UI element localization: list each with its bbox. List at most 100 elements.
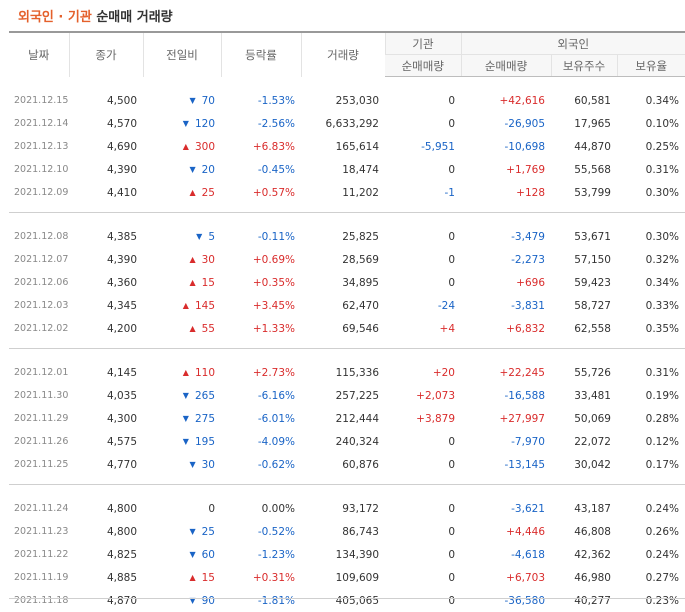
cell-change-value: 30: [202, 459, 215, 471]
cell-change: ▲ 30: [143, 248, 221, 271]
cell-foreign-hold: 58,727: [551, 294, 617, 317]
cell-volume: 109,609: [301, 566, 385, 589]
cell-foreign-hold: 44,870: [551, 135, 617, 158]
cell-close: 4,360: [69, 271, 143, 294]
down-arrow-icon: ▼: [183, 119, 189, 128]
cell-close: 4,345: [69, 294, 143, 317]
cell-change-value: 20: [202, 164, 215, 176]
cell-inst-net: +20: [385, 361, 461, 384]
cell-change-value: 0: [208, 503, 215, 515]
cell-rate: +6.83%: [221, 135, 301, 158]
cell-close: 4,035: [69, 384, 143, 407]
header-rate: 등락률: [221, 32, 301, 77]
cell-change: ▲15: [143, 566, 221, 589]
cell-change-value: 15: [202, 277, 215, 289]
group-gap: [9, 77, 685, 90]
down-arrow-icon: ▼: [189, 96, 195, 105]
cell-foreign-hold: 30,042: [551, 453, 617, 476]
cell-inst-net: 0: [385, 497, 461, 520]
cell-volume: 69,546: [301, 317, 385, 340]
cell-date: 2021.12.10: [9, 158, 69, 181]
cell-close: 4,500: [69, 89, 143, 112]
header-foreign-net: 순매매량: [461, 55, 551, 77]
title-rest: 순매매 거래량: [92, 10, 173, 25]
up-arrow-icon: ▲: [189, 278, 195, 287]
cell-date: 2021.11.23: [9, 520, 69, 543]
cell-close: 4,300: [69, 407, 143, 430]
header-close: 종가: [69, 32, 143, 77]
cell-foreign-net: -26,905: [461, 112, 551, 135]
cell-volume: 134,390: [301, 543, 385, 566]
cell-foreign-ratio: 0.10%: [617, 112, 685, 135]
cell-foreign-hold: 53,799: [551, 181, 617, 204]
group-divider: [9, 204, 685, 213]
down-arrow-icon: ▼: [189, 460, 195, 469]
cell-foreign-net: +42,616: [461, 89, 551, 112]
group-gap: [9, 485, 685, 498]
cell-rate: -1.23%: [221, 543, 301, 566]
cell-volume: 28,569: [301, 248, 385, 271]
cell-change-value: 70: [202, 95, 215, 107]
cell-volume: 11,202: [301, 181, 385, 204]
cell-foreign-net: -2,273: [461, 248, 551, 271]
cell-foreign-ratio: 0.25%: [617, 135, 685, 158]
cell-foreign-hold: 17,965: [551, 112, 617, 135]
page-title: 외국인 · 기관 순매매 거래량: [18, 6, 173, 25]
cell-date: 2021.12.08: [9, 225, 69, 248]
cell-change: ▼25: [143, 520, 221, 543]
cell-change-value: 55: [202, 323, 215, 335]
cell-foreign-hold: 55,568: [551, 158, 617, 181]
cell-rate: -6.01%: [221, 407, 301, 430]
cell-foreign-hold: 46,980: [551, 566, 617, 589]
header-date: 날짜: [9, 32, 69, 77]
cell-rate: -0.62%: [221, 453, 301, 476]
down-arrow-icon: ▼: [183, 391, 189, 400]
cell-rate: -1.81%: [221, 589, 301, 612]
cell-close: 4,570: [69, 112, 143, 135]
down-arrow-icon: ▼: [189, 165, 195, 174]
table-bottom-divider: [9, 598, 685, 599]
cell-foreign-hold: 46,808: [551, 520, 617, 543]
cell-change: ▼195: [143, 430, 221, 453]
cell-rate: -1.53%: [221, 89, 301, 112]
cell-close: 4,800: [69, 520, 143, 543]
cell-rate: +2.73%: [221, 361, 301, 384]
cell-inst-net: 0: [385, 158, 461, 181]
cell-foreign-ratio: 0.17%: [617, 453, 685, 476]
cell-change-value: 60: [202, 549, 215, 561]
cell-inst-net: 0: [385, 430, 461, 453]
cell-date: 2021.11.26: [9, 430, 69, 453]
cell-volume: 86,743: [301, 520, 385, 543]
cell-foreign-hold: 60,581: [551, 89, 617, 112]
cell-foreign-ratio: 0.31%: [617, 361, 685, 384]
cell-inst-net: -24: [385, 294, 461, 317]
cell-foreign-hold: 53,671: [551, 225, 617, 248]
up-arrow-icon: ▲: [183, 301, 189, 310]
cell-inst-net: -5,951: [385, 135, 461, 158]
cell-change: ▲ 15: [143, 271, 221, 294]
cell-change-value: 30: [202, 254, 215, 266]
cell-foreign-hold: 50,069: [551, 407, 617, 430]
up-arrow-icon: ▲: [189, 255, 195, 264]
cell-volume: 60,876: [301, 453, 385, 476]
cell-rate: -0.45%: [221, 158, 301, 181]
cell-date: 2021.12.06: [9, 271, 69, 294]
cell-foreign-hold: 43,187: [551, 497, 617, 520]
cell-close: 4,410: [69, 181, 143, 204]
up-arrow-icon: ▲: [183, 142, 189, 151]
cell-inst-net: 0: [385, 520, 461, 543]
header-inst-net: 순매매량: [385, 55, 461, 77]
cell-foreign-ratio: 0.27%: [617, 566, 685, 589]
header-foreign: 외국인: [461, 32, 685, 55]
cell-foreign-ratio: 0.31%: [617, 158, 685, 181]
cell-inst-net: 0: [385, 566, 461, 589]
cell-foreign-net: -36,580: [461, 589, 551, 612]
